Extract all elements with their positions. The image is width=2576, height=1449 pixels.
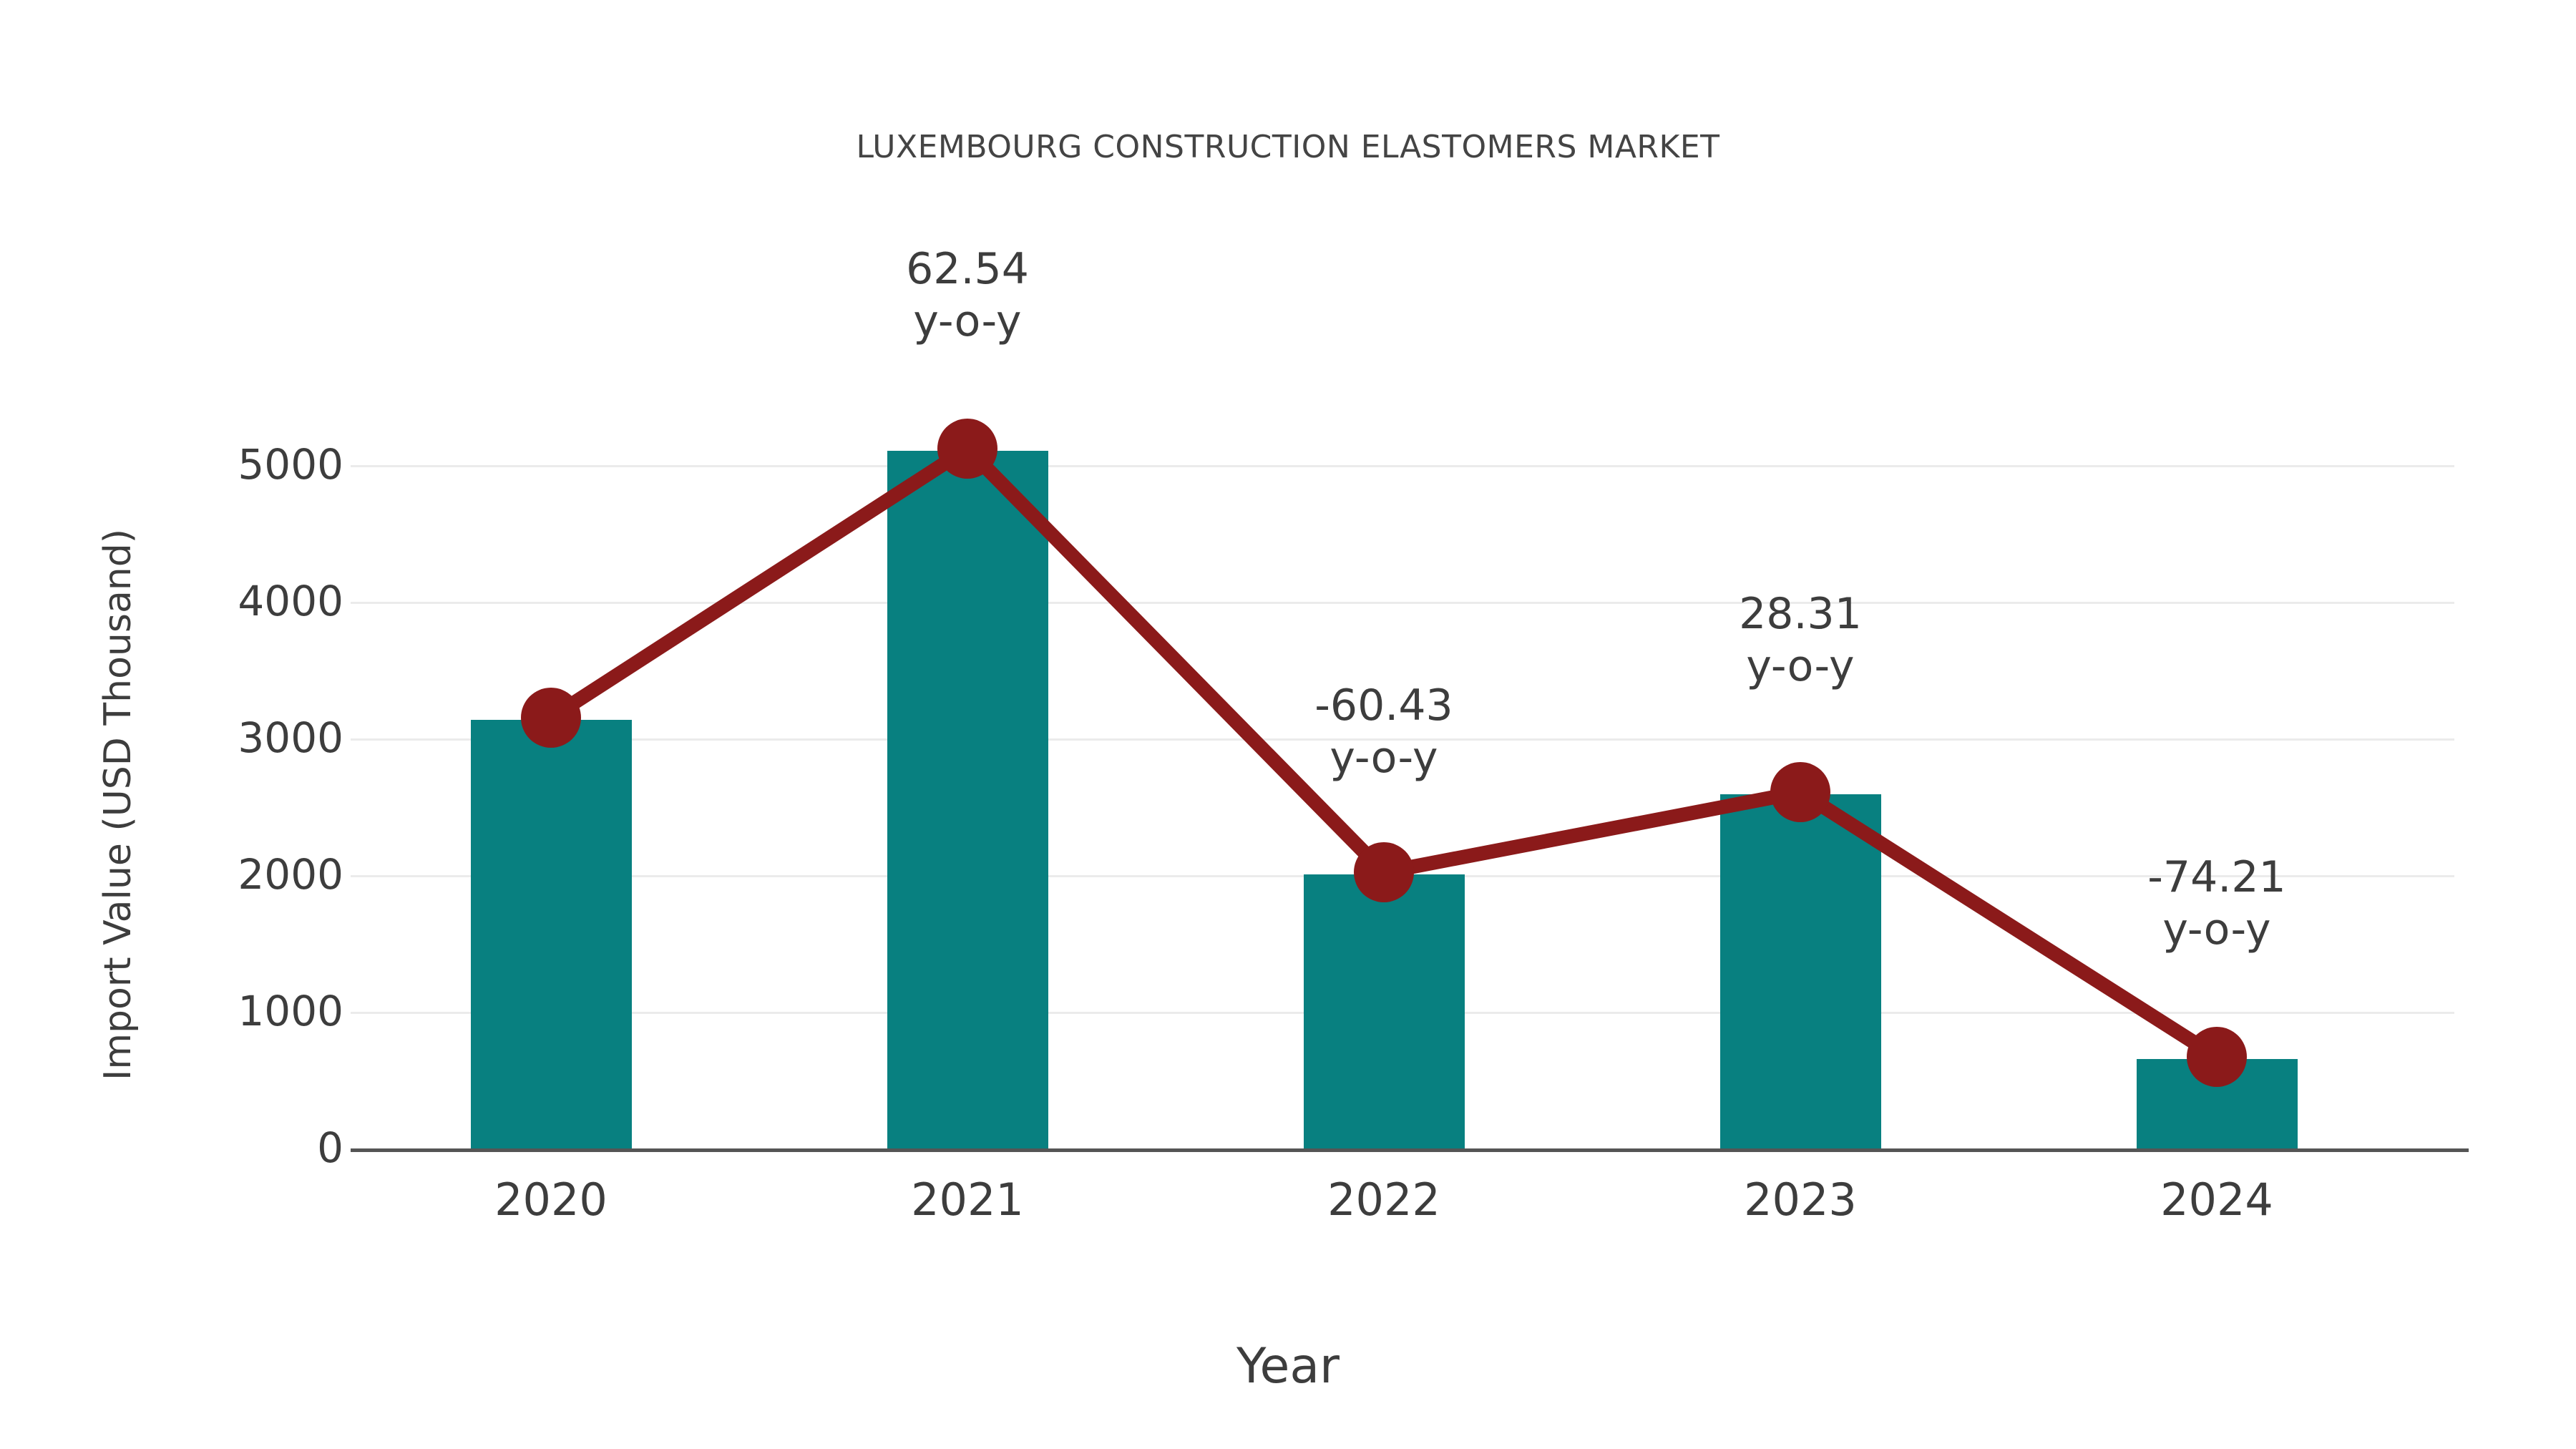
y-tick-label-5000: 5000 <box>238 440 343 489</box>
x-tick-label-2024: 2024 <box>2160 1174 2273 1226</box>
bar-2020[interactable] <box>471 720 632 1151</box>
annotation-2021-value: 62.54 <box>906 244 1029 294</box>
annotation-2022: -60.43 y-o-y <box>1234 680 1534 784</box>
y-tick-label-0: 0 <box>317 1123 343 1172</box>
x-tick-label-2022: 2022 <box>1327 1174 1440 1226</box>
annotation-2023-unit: y-o-y <box>1746 641 1855 692</box>
gridline-4000 <box>351 602 2454 604</box>
chart-title: LUXEMBOURG CONSTRUCTION ELASTOMERS MARKE… <box>856 129 1720 165</box>
y-tick-label-2000: 2000 <box>238 850 343 899</box>
x-tick-label-2020: 2020 <box>494 1174 608 1226</box>
y-tick-label-3000: 3000 <box>238 713 343 762</box>
y-tick-label-1000: 1000 <box>238 987 343 1035</box>
annotation-2021: 62.54 y-o-y <box>817 243 1118 348</box>
bar-2023[interactable] <box>1720 794 1881 1151</box>
annotation-2023-value: 28.31 <box>1739 589 1862 639</box>
bar-2022[interactable] <box>1304 874 1465 1151</box>
plot-area <box>351 429 2469 1152</box>
x-axis-line <box>351 1148 2469 1152</box>
annotation-2024-value: -74.21 <box>2147 852 2286 902</box>
x-axis-title: Year <box>1236 1338 1340 1395</box>
annotation-2022-unit: y-o-y <box>1330 733 1438 784</box>
bar-2024[interactable] <box>2137 1059 2298 1151</box>
y-axis-title: Import Value (USD Thousand) <box>97 528 140 1080</box>
bar-2021[interactable] <box>887 451 1048 1151</box>
y-tick-label-4000: 4000 <box>238 577 343 625</box>
annotation-2021-unit: y-o-y <box>913 296 1022 347</box>
annotation-2023: 28.31 y-o-y <box>1650 588 1951 693</box>
x-tick-label-2023: 2023 <box>1744 1174 1857 1226</box>
annotation-2022-value: -60.43 <box>1314 680 1453 731</box>
gridline-5000 <box>351 465 2454 467</box>
x-tick-label-2021: 2021 <box>911 1174 1024 1226</box>
annotation-2024: -74.21 y-o-y <box>2067 852 2367 956</box>
annotation-2024-unit: y-o-y <box>2162 904 2271 955</box>
